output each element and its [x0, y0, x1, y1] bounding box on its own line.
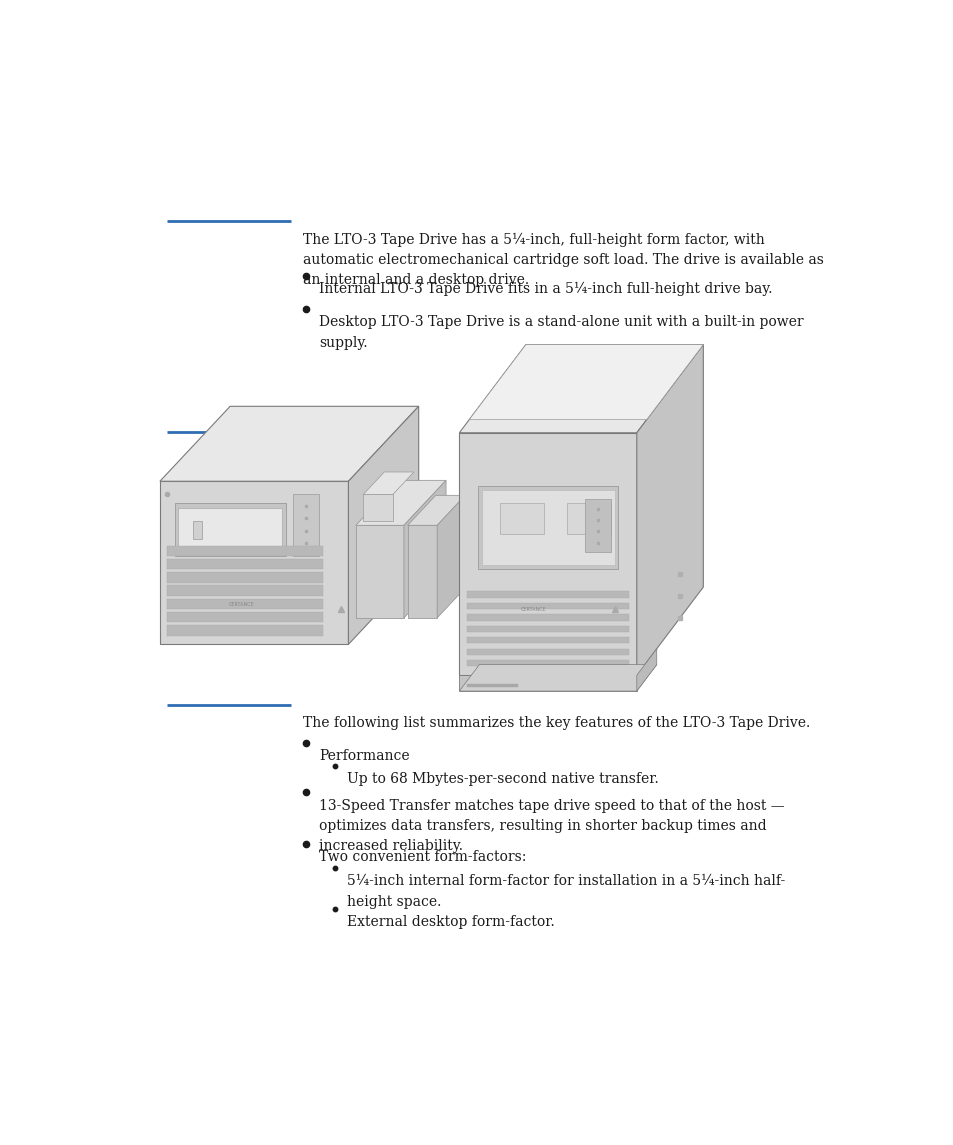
Text: 13-Speed Transfer matches tape drive speed to that of the host —
optimizes data : 13-Speed Transfer matches tape drive spe…	[318, 799, 783, 853]
Polygon shape	[355, 526, 403, 618]
Polygon shape	[637, 345, 702, 676]
Polygon shape	[355, 481, 446, 526]
Text: Up to 68 Mbytes-per-second native transfer.: Up to 68 Mbytes-per-second native transf…	[347, 772, 658, 787]
Polygon shape	[637, 649, 656, 692]
Polygon shape	[459, 664, 656, 692]
Polygon shape	[459, 676, 637, 692]
Polygon shape	[174, 504, 285, 556]
Polygon shape	[466, 615, 629, 621]
Polygon shape	[293, 495, 318, 556]
Text: Two convenient form-factors:: Two convenient form-factors:	[318, 850, 526, 863]
Polygon shape	[584, 499, 610, 552]
Polygon shape	[160, 406, 418, 481]
Polygon shape	[466, 684, 518, 687]
Polygon shape	[407, 496, 465, 526]
Polygon shape	[348, 406, 418, 645]
Text: CERTANCE: CERTANCE	[520, 607, 545, 611]
Polygon shape	[167, 572, 322, 583]
Polygon shape	[167, 611, 322, 622]
Polygon shape	[407, 526, 436, 618]
Polygon shape	[167, 585, 322, 595]
Text: Desktop LTO-3 Tape Drive is a stand-alone unit with a built-in power
supply.: Desktop LTO-3 Tape Drive is a stand-alon…	[318, 316, 802, 349]
Text: The LTO-3 Tape Drive has a 5¼-inch, full-height form factor, with
automatic elec: The LTO-3 Tape Drive has a 5¼-inch, full…	[302, 232, 822, 287]
Polygon shape	[499, 504, 544, 534]
Text: Performance: Performance	[318, 749, 409, 764]
Polygon shape	[466, 592, 629, 598]
Polygon shape	[466, 626, 629, 632]
Polygon shape	[436, 496, 465, 618]
Polygon shape	[178, 507, 282, 552]
Polygon shape	[466, 661, 629, 666]
Polygon shape	[469, 345, 702, 419]
Text: 5¼-inch internal form-factor for installation in a 5¼-inch half-
height space.: 5¼-inch internal form-factor for install…	[347, 875, 784, 908]
Polygon shape	[481, 490, 614, 564]
Polygon shape	[477, 485, 618, 569]
Polygon shape	[167, 559, 322, 569]
Polygon shape	[167, 546, 322, 556]
Polygon shape	[566, 504, 610, 534]
Text: External desktop form-factor.: External desktop form-factor.	[347, 915, 554, 929]
Polygon shape	[363, 472, 414, 495]
Polygon shape	[167, 625, 322, 635]
Polygon shape	[193, 521, 202, 538]
Polygon shape	[167, 599, 322, 609]
Polygon shape	[459, 433, 637, 676]
Polygon shape	[160, 481, 348, 645]
Polygon shape	[466, 649, 629, 655]
Polygon shape	[466, 638, 629, 643]
Text: CERTANCE: CERTANCE	[228, 602, 253, 607]
Text: Internal LTO-3 Tape Drive fits in a 5¼-inch full-height drive bay.: Internal LTO-3 Tape Drive fits in a 5¼-i…	[318, 282, 772, 297]
Polygon shape	[403, 481, 446, 618]
Polygon shape	[466, 603, 629, 609]
Polygon shape	[363, 495, 393, 521]
Text: The following list summarizes the key features of the LTO-3 Tape Drive.: The following list summarizes the key fe…	[302, 716, 809, 729]
Polygon shape	[459, 345, 702, 433]
